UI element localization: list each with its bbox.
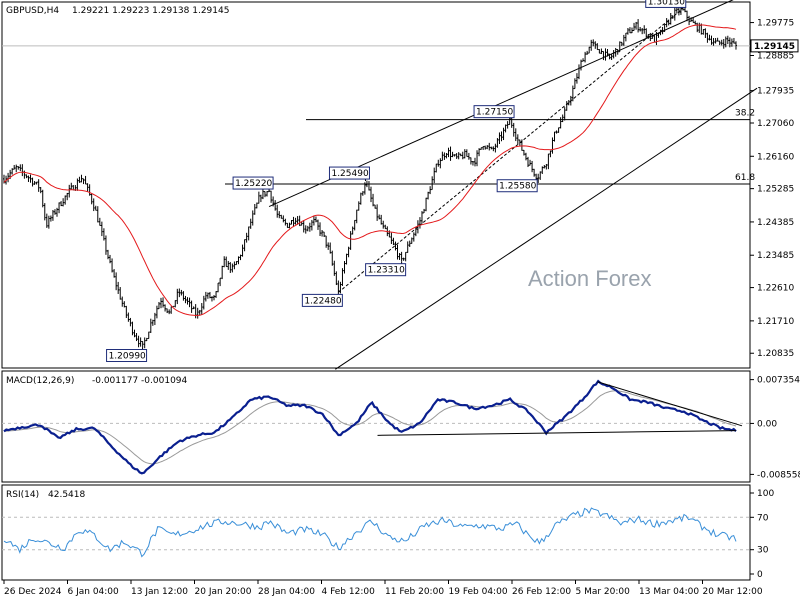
fib-level-label: 38.2 — [735, 109, 755, 119]
macd-trendline — [377, 430, 736, 436]
price-tick-label: 1.23485 — [757, 251, 794, 261]
time-tick-label: 4 Feb 12:00 — [322, 587, 376, 597]
price-tick-label: 1.24385 — [757, 218, 794, 228]
swing-label: 1.23310 — [368, 266, 405, 276]
time-tick-label: 19 Feb 04:00 — [449, 587, 508, 597]
moving-average-line — [3, 24, 737, 317]
swing-label: 1.20990 — [109, 352, 146, 362]
swing-label: 1.30130 — [648, 0, 685, 7]
time-tick-label: 13 Jan 12:00 — [131, 587, 188, 597]
fib-level-label: 61.8 — [735, 173, 755, 183]
ohlc-values: 1.29221 1.29223 1.29138 1.29145 — [72, 6, 229, 16]
macd-line — [3, 379, 737, 475]
price-tick-label: 1.22610 — [757, 284, 794, 294]
price-series: 38.2 61.8 1.20990 1.25220 1.22480 1.25490 1.23… — [2, 0, 758, 370]
swing-label: 1.25220 — [235, 179, 272, 189]
price-tick-label: 1.20835 — [757, 349, 794, 359]
macd-tick-label: -0.008558 — [757, 470, 800, 480]
macd-title: MACD(12,26,9) — [6, 376, 74, 386]
rsi-series — [2, 507, 750, 558]
rsi-line — [3, 507, 737, 558]
swing-label: 1.27150 — [476, 108, 513, 118]
channel-lower-line — [335, 87, 758, 370]
swing-label: 1.22480 — [304, 296, 341, 306]
macd-tick-label: 0.00 — [757, 419, 777, 429]
macd-values: -0.001177 -0.001094 — [92, 376, 188, 386]
swing-label-box — [645, 0, 687, 8]
price-tick-label: 1.27935 — [757, 87, 794, 97]
axes: 1.29775 1.28885 1.27935 1.27060 1.26160 1.252… — [3, 19, 800, 597]
time-tick-label: 26 Feb 12:00 — [512, 587, 571, 597]
last-price-marker — [750, 39, 799, 53]
macd-signal-line — [3, 390, 737, 465]
time-tick-label: 28 Jan 04:00 — [258, 587, 315, 597]
swing-label-box — [365, 263, 407, 277]
price-tick-label: 1.21710 — [757, 317, 794, 327]
rsi-tick-label: 70 — [757, 513, 769, 523]
time-tick-label: 20 Jan 20:00 — [195, 587, 252, 597]
time-tick-label: 20 Mar 12:00 — [703, 587, 763, 597]
macd-trendline — [597, 381, 743, 427]
swing-label-box — [106, 349, 148, 363]
price-tick-label: 1.25285 — [757, 185, 794, 195]
dashed-trend-line — [338, 9, 683, 293]
symbol-label: GBPUSD,H4 — [6, 6, 59, 16]
time-tick-label: 5 Mar 20:00 — [576, 587, 631, 597]
price-tick-label: 1.27060 — [757, 119, 794, 129]
macd-series — [2, 379, 750, 475]
rsi-title: RSI(14) — [6, 490, 39, 500]
price-tick-label: 1.28885 — [757, 51, 794, 61]
watermark: Action Forex — [528, 266, 652, 291]
time-tick-label: 26 Dec 2024 — [4, 587, 62, 597]
swing-label-box — [301, 293, 343, 307]
swing-label: 1.25490 — [331, 169, 368, 179]
price-bars — [3, 5, 737, 349]
swing-label-box — [496, 179, 538, 193]
price-panel — [1, 1, 751, 369]
macd-panel — [1, 370, 751, 483]
rsi-tick-label: 30 — [757, 546, 769, 556]
rsi-value: 42.5418 — [48, 490, 85, 500]
swing-label-box — [473, 105, 515, 119]
swing-label-box — [328, 166, 370, 180]
rsi-panel — [1, 484, 751, 581]
time-tick-label: 13 Mar 04:00 — [639, 587, 699, 597]
last-price-label: 1.29145 — [754, 42, 795, 52]
price-tick-label: 1.29775 — [757, 19, 794, 29]
rsi-tick-label: 0 — [757, 570, 763, 580]
macd-tick-label: 0.007354 — [757, 376, 800, 386]
swing-label: 1.25580 — [499, 182, 536, 192]
time-tick-label: 11 Feb 20:00 — [385, 587, 444, 597]
price-tick-label: 1.26160 — [757, 152, 794, 162]
rsi-tick-label: 100 — [757, 489, 774, 499]
swing-label-box — [232, 176, 274, 190]
time-tick-label: 6 Jan 04:00 — [68, 587, 120, 597]
